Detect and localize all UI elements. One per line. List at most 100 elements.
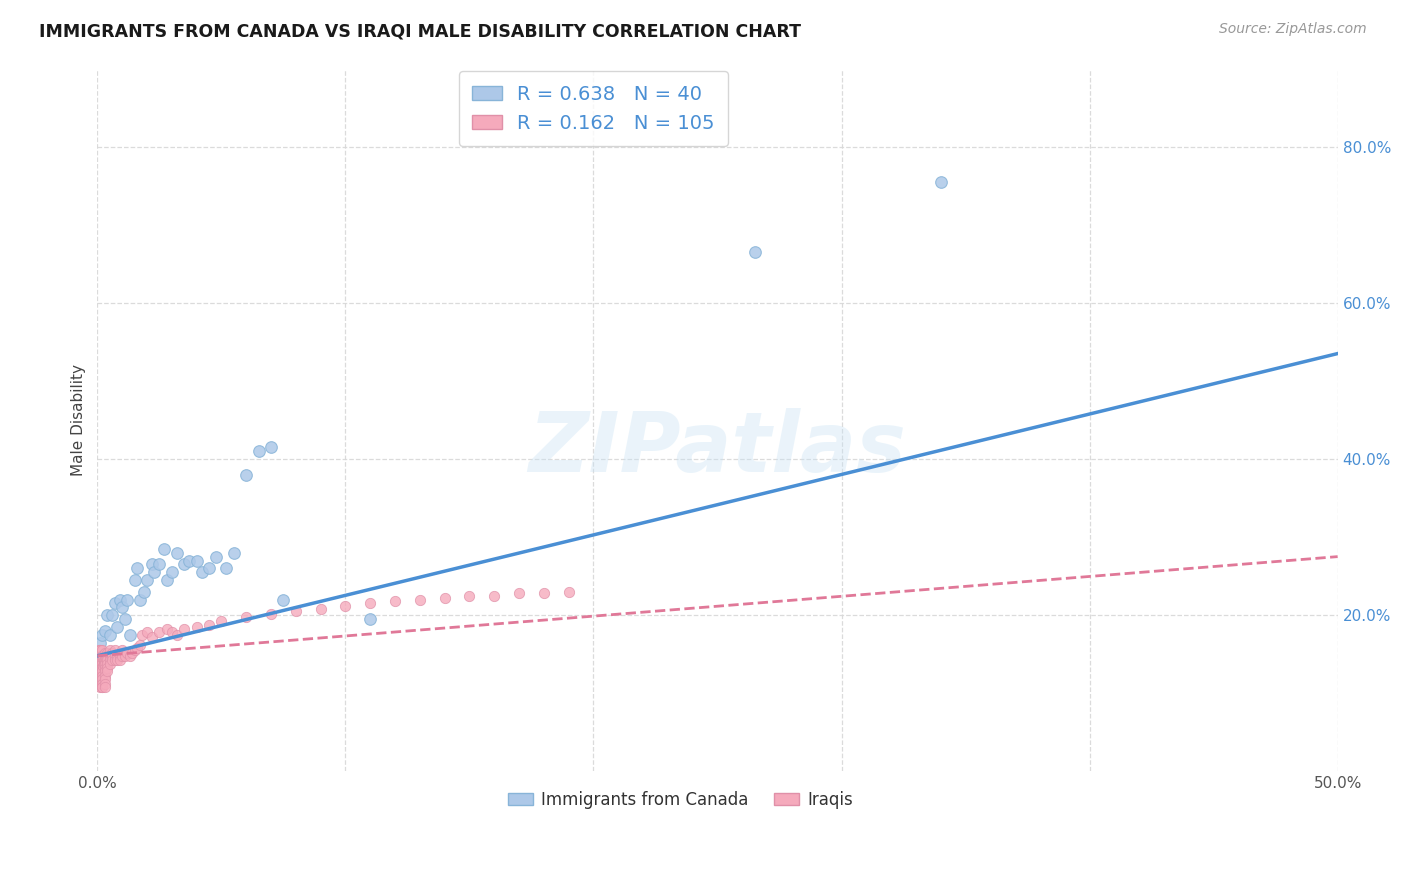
Point <box>222 546 245 560</box>
Point <box>198 617 221 632</box>
Point <box>111 643 134 657</box>
Point <box>91 651 114 665</box>
Point <box>89 657 111 671</box>
Point <box>114 612 136 626</box>
Point <box>96 608 118 623</box>
Point <box>91 657 114 671</box>
Point <box>91 643 114 657</box>
Point <box>91 669 114 683</box>
Point <box>111 648 134 663</box>
Point <box>98 628 121 642</box>
Point <box>89 661 111 675</box>
Point <box>90 657 112 671</box>
Point <box>91 653 114 667</box>
Point <box>91 672 114 686</box>
Point <box>94 657 117 671</box>
Point <box>98 643 121 657</box>
Point <box>89 661 111 675</box>
Point <box>508 586 530 600</box>
Point <box>744 245 766 260</box>
Point <box>136 625 159 640</box>
Point <box>89 665 111 679</box>
Point <box>124 643 146 657</box>
Point <box>91 665 114 679</box>
Point <box>359 612 381 626</box>
Point <box>91 677 114 691</box>
Text: IMMIGRANTS FROM CANADA VS IRAQI MALE DISABILITY CORRELATION CHART: IMMIGRANTS FROM CANADA VS IRAQI MALE DIS… <box>39 22 801 40</box>
Point <box>89 653 111 667</box>
Point <box>87 648 110 663</box>
Point <box>125 561 148 575</box>
Point <box>89 635 111 649</box>
Point <box>89 657 111 671</box>
Point <box>98 653 121 667</box>
Point <box>215 561 238 575</box>
Point <box>247 444 270 458</box>
Point <box>108 653 131 667</box>
Point <box>98 657 121 671</box>
Point <box>104 648 127 663</box>
Point <box>156 622 179 636</box>
Point <box>359 597 381 611</box>
Point <box>89 643 111 657</box>
Point <box>101 608 124 623</box>
Point <box>111 600 134 615</box>
Point <box>179 553 201 567</box>
Point <box>90 677 112 691</box>
Point <box>190 566 212 580</box>
Point <box>115 592 138 607</box>
Point <box>128 592 150 607</box>
Point <box>309 602 332 616</box>
Point <box>198 561 221 575</box>
Point <box>209 615 232 629</box>
Point <box>94 669 117 683</box>
Point <box>153 541 176 556</box>
Point <box>91 648 114 663</box>
Text: ZIPatlas: ZIPatlas <box>529 408 907 489</box>
Point <box>134 584 156 599</box>
Point <box>166 546 188 560</box>
Point <box>91 628 114 642</box>
Point <box>94 665 117 679</box>
Point <box>409 592 432 607</box>
Point <box>90 661 112 675</box>
Point <box>96 646 118 660</box>
Point <box>96 657 118 671</box>
Point <box>557 584 579 599</box>
Point <box>90 665 112 679</box>
Point <box>94 646 117 660</box>
Point <box>96 648 118 663</box>
Y-axis label: Male Disability: Male Disability <box>72 364 86 476</box>
Point <box>335 599 357 613</box>
Point <box>235 467 257 482</box>
Point <box>136 573 159 587</box>
Point <box>91 680 114 694</box>
Point <box>94 624 117 638</box>
Point <box>160 566 183 580</box>
Point <box>90 672 112 686</box>
Point <box>96 653 118 667</box>
Point <box>105 648 128 663</box>
Point <box>105 653 128 667</box>
Point <box>108 592 131 607</box>
Point <box>90 648 112 663</box>
Point <box>89 669 111 683</box>
Point <box>94 653 117 667</box>
Point <box>105 620 128 634</box>
Point <box>90 669 112 683</box>
Point <box>128 638 150 652</box>
Point <box>94 672 117 686</box>
Point <box>121 646 143 660</box>
Point <box>131 628 153 642</box>
Point <box>273 592 295 607</box>
Point <box>260 607 283 621</box>
Point <box>108 648 131 663</box>
Point <box>90 653 112 667</box>
Legend: Immigrants from Canada, Iraqis: Immigrants from Canada, Iraqis <box>501 784 859 816</box>
Point <box>143 566 166 580</box>
Text: Source: ZipAtlas.com: Source: ZipAtlas.com <box>1219 22 1367 37</box>
Point <box>148 625 170 640</box>
Point <box>118 628 141 642</box>
Point <box>94 651 117 665</box>
Point <box>104 597 127 611</box>
